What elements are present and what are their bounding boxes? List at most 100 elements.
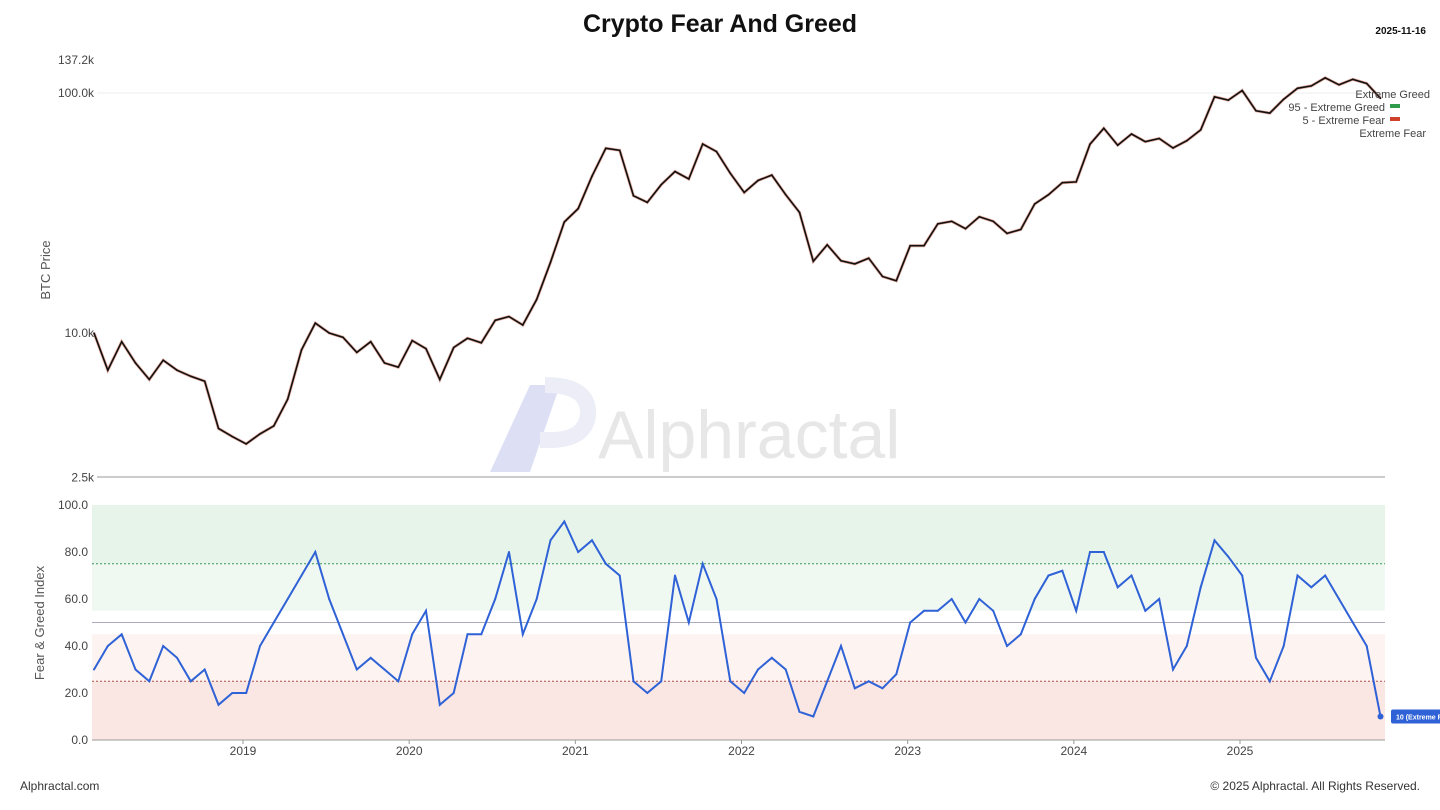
price-point — [909, 244, 911, 247]
price-point — [1296, 87, 1299, 90]
fg-point — [134, 668, 137, 671]
fg-point — [853, 687, 856, 690]
fg-point — [1268, 680, 1271, 683]
price-point — [383, 362, 386, 364]
fg-point — [231, 692, 234, 694]
legend-fear-swatch — [1390, 117, 1400, 121]
price-point — [356, 351, 358, 354]
fg-point — [895, 673, 898, 676]
price-point — [992, 220, 994, 223]
price-point — [840, 259, 842, 262]
price-point — [1227, 99, 1230, 101]
price-point — [273, 425, 275, 427]
price-point — [1255, 110, 1257, 112]
fg-point — [950, 598, 953, 600]
fg-point — [383, 668, 386, 671]
price-point — [1282, 98, 1285, 101]
fg-point — [1255, 656, 1257, 659]
price-point — [1144, 140, 1147, 143]
fg-point — [881, 687, 884, 690]
fg-point — [1172, 668, 1174, 671]
price-point — [964, 227, 967, 230]
price-point — [1213, 96, 1216, 98]
x-tick-label: 2024 — [1060, 744, 1087, 758]
price-point — [176, 369, 178, 371]
fg-point — [978, 598, 981, 600]
legend-fear-threshold: 5 - Extreme Fear — [1302, 115, 1385, 127]
price-point — [854, 263, 856, 265]
price-point — [950, 220, 953, 223]
fg-point — [521, 633, 524, 636]
fg-point — [314, 551, 317, 553]
fg-point — [369, 656, 372, 659]
fg-point — [189, 680, 192, 683]
price-point — [217, 427, 220, 430]
fg-point — [397, 680, 400, 683]
fear-greed-chart: 0.0 20.0 40.0 60.0 80.0 100.0 2019 2020 2021 2022… — [32, 498, 1440, 758]
price-point — [1116, 144, 1119, 147]
fg-point — [757, 668, 759, 671]
legend-extreme-fear: Extreme Fear — [1359, 128, 1426, 140]
fg-point — [743, 692, 746, 694]
fg-point — [93, 668, 95, 671]
price-point — [1020, 228, 1022, 231]
fg-point — [1116, 586, 1119, 589]
price-point — [120, 340, 123, 343]
price-point — [577, 207, 579, 210]
fg-point — [466, 633, 469, 636]
price-point — [1186, 139, 1188, 142]
price-point — [1324, 76, 1326, 79]
watermark-logo-icon — [540, 377, 597, 448]
price-point — [660, 183, 662, 186]
price-point — [1241, 89, 1243, 92]
x-tick-label: 2019 — [230, 744, 257, 758]
fg-point — [1199, 586, 1202, 589]
fg-point — [1241, 574, 1244, 577]
price-point — [452, 346, 455, 349]
price-point — [701, 143, 704, 145]
watermark: Alphractal — [490, 377, 900, 473]
price-point — [784, 193, 787, 196]
fg-point — [577, 551, 580, 553]
fg-point — [812, 715, 815, 718]
price-point — [397, 366, 400, 369]
fg-point — [1227, 555, 1230, 558]
fg-last-label: 10 (Extreme Fear) — [1396, 715, 1440, 722]
greed-zone — [92, 563, 1385, 611]
price-ytick-label: 2.5k — [71, 470, 95, 484]
fg-point — [1282, 645, 1285, 647]
fg-point — [563, 520, 566, 523]
price-point — [148, 378, 151, 381]
extreme-greed-zone — [92, 505, 1385, 564]
fg-point — [203, 668, 206, 671]
fg-point — [936, 609, 939, 612]
x-tick-label: 2020 — [396, 744, 423, 758]
legend-greed-swatch — [1390, 104, 1400, 108]
price-point — [1269, 112, 1271, 114]
fg-point — [1296, 574, 1299, 577]
fg-point — [148, 680, 151, 683]
price-point — [591, 175, 593, 178]
footer-site: Alphractal.com — [20, 779, 100, 793]
price-point — [978, 215, 981, 218]
price-point — [535, 298, 538, 301]
price-point — [369, 340, 372, 343]
price-point — [757, 179, 759, 182]
price-point — [771, 174, 773, 176]
x-tick-label: 2021 — [562, 744, 589, 758]
price-point — [812, 260, 815, 263]
price-point — [328, 332, 330, 334]
fg-point — [1324, 574, 1327, 577]
fg-axis-label: Fear & Greed Index — [32, 565, 47, 680]
price-point — [715, 150, 718, 153]
price-point — [1130, 133, 1133, 135]
fg-point — [217, 703, 220, 706]
fg-point — [1019, 633, 1022, 636]
fg-point — [1130, 574, 1133, 577]
price-point — [1158, 137, 1160, 140]
price-point — [508, 315, 510, 318]
fg-point — [1213, 539, 1216, 542]
price-point — [203, 380, 206, 382]
price-point — [1172, 147, 1174, 149]
price-point — [300, 349, 303, 351]
